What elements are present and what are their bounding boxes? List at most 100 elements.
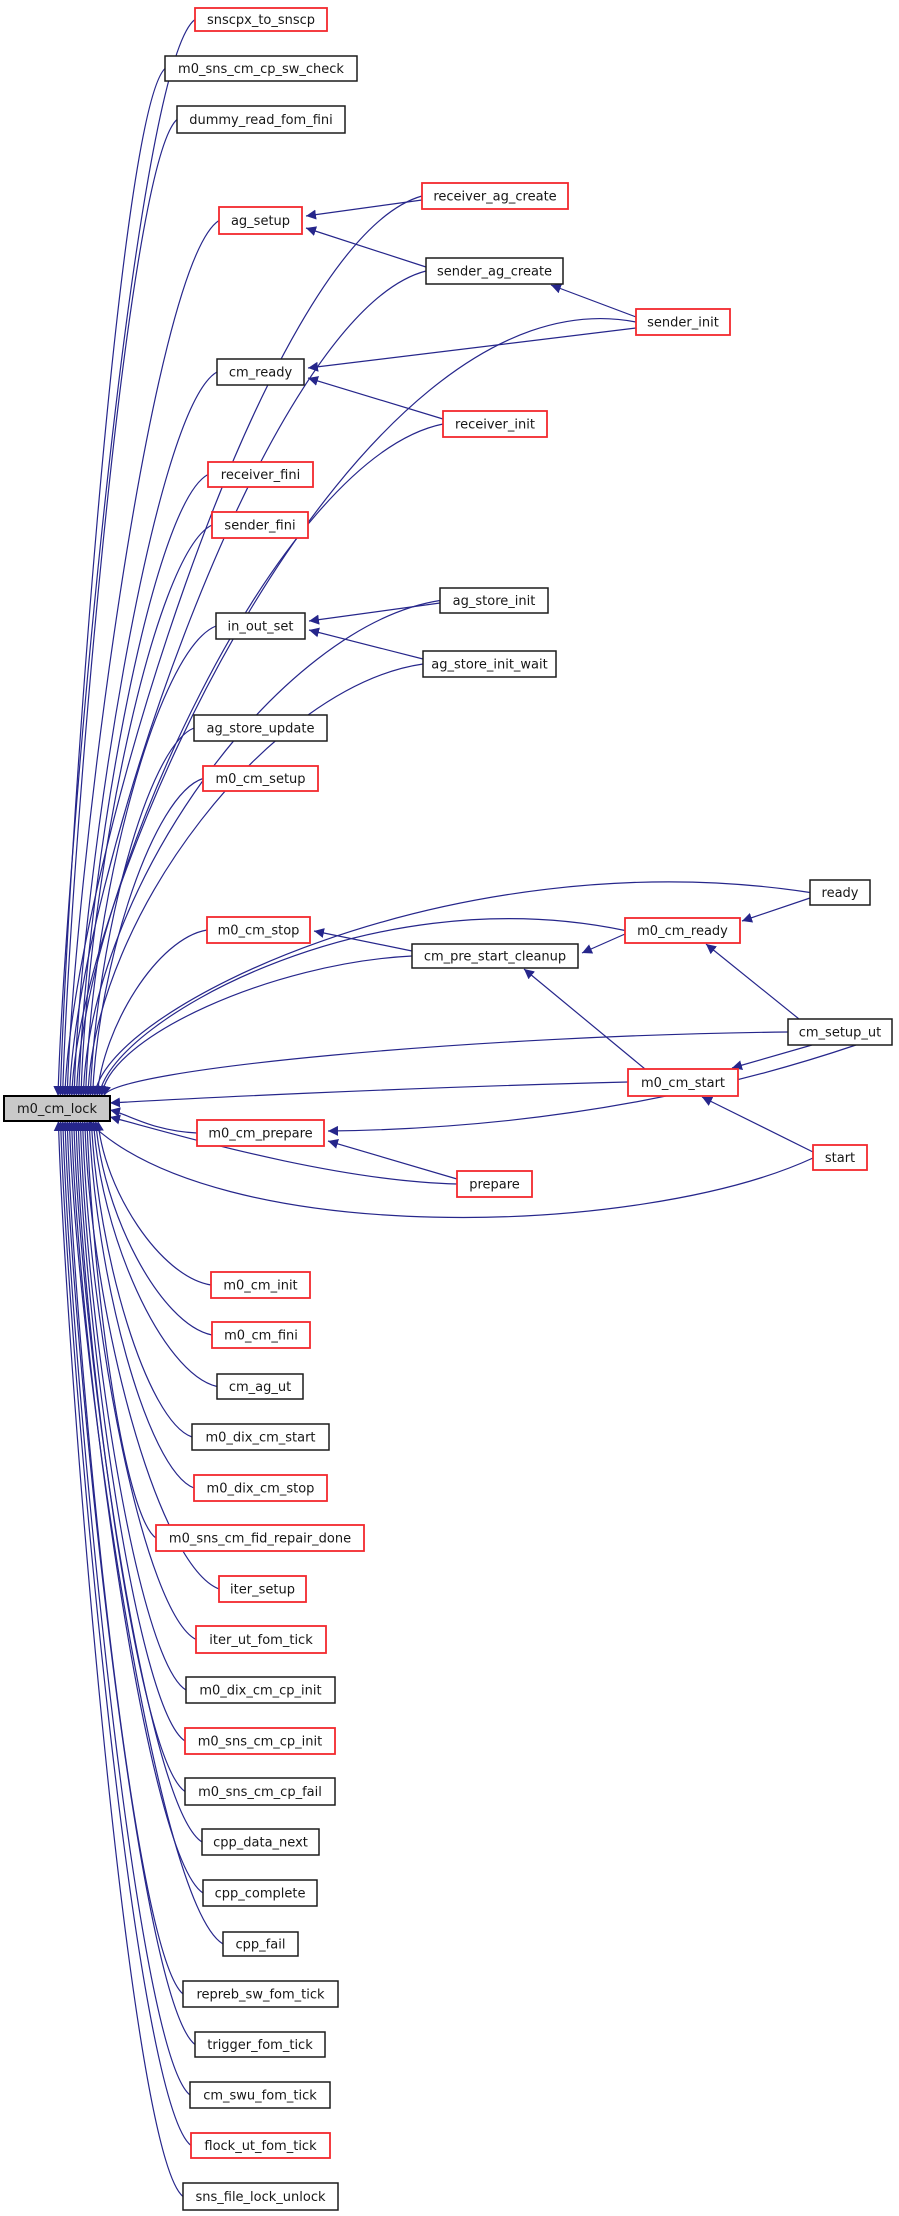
edge-m0_dix_cm_cp_init-to-m0_cm_lock [75,1120,187,1691]
node-m0_dix_cm_cp_init[interactable]: m0_dix_cm_cp_init [185,1676,336,1704]
node-box-prepare [456,1170,533,1198]
node-label-receiver_init: receiver_init [455,418,535,433]
node-ag_setup[interactable]: ag_setup [218,206,303,235]
node-cpp_data_next[interactable]: cpp_data_next [201,1828,320,1856]
edge-ready-to-m0_cm_ready [741,897,811,923]
node-box-sns_file_lock_unlock [182,2182,339,2211]
edge-cm_setup_ut-to-m0_cm_lock [101,1031,789,1097]
node-iter_ut_fom_tick[interactable]: iter_ut_fom_tick [195,1625,327,1654]
node-cm_ready[interactable]: cm_ready [216,358,305,386]
node-sender_ag_create[interactable]: sender_ag_create [425,257,564,285]
node-box-m0_sns_cm_fid_repair_done [155,1524,365,1552]
node-box-m0_sns_cm_cp_fail [184,1777,336,1806]
edge-ag_store_init_wait-to-in_out_set [308,627,424,660]
node-box-m0_cm_lock [3,1095,111,1122]
node-sender_fini[interactable]: sender_fini [211,511,309,539]
node-snscpx_to_snscp[interactable]: snscpx_to_snscp [194,7,328,32]
node-sns_file_lock_unlock[interactable]: sns_file_lock_unlock [182,2182,339,2211]
node-label-ag_store_init_wait: ag_store_init_wait [431,658,547,673]
node-prepare[interactable]: prepare [456,1170,533,1198]
node-m0_dix_cm_start[interactable]: m0_dix_cm_start [191,1423,330,1451]
node-receiver_init[interactable]: receiver_init [442,410,548,438]
edge-cm_swu_fom_tick-to-m0_cm_lock [58,1120,191,2096]
node-label-m0_cm_stop: m0_cm_stop [218,924,300,939]
edge-iter_setup-to-m0_cm_lock [80,1120,220,1590]
node-label-m0_sns_cm_fid_repair_done: m0_sns_cm_fid_repair_done [169,1532,351,1547]
node-ag_store_init_wait[interactable]: ag_store_init_wait [422,650,557,678]
node-label-m0_cm_setup: m0_cm_setup [215,772,305,787]
node-box-m0_cm_fini [211,1321,311,1349]
edge-sender_ag_create-to-m0_cm_lock [64,270,427,1097]
node-cm_swu_fom_tick[interactable]: cm_swu_fom_tick [189,2081,331,2109]
node-box-in_out_set [215,612,306,640]
node-label-m0_dix_cm_start: m0_dix_cm_start [205,1431,315,1446]
node-m0_cm_start[interactable]: m0_cm_start [627,1068,739,1097]
node-label-start: start [825,1151,855,1166]
node-label-repreb_sw_fom_tick: repreb_sw_fom_tick [196,1988,325,2003]
node-m0_cm_setup[interactable]: m0_cm_setup [202,765,319,792]
node-label-cpp_data_next: cpp_data_next [213,1836,308,1851]
edge-start-to-m0_cm_lock [87,1120,814,1218]
node-start[interactable]: start [812,1144,868,1171]
node-m0_cm_ready[interactable]: m0_cm_ready [624,917,741,944]
node-ag_store_update[interactable]: ag_store_update [193,714,328,742]
node-m0_cm_stop[interactable]: m0_cm_stop [206,916,311,944]
node-box-cpp_data_next [201,1828,320,1856]
edge-flock_ut_fom_tick-to-m0_cm_lock [55,1120,192,2146]
node-in_out_set[interactable]: in_out_set [215,612,306,640]
node-label-m0_cm_init: m0_cm_init [223,1279,297,1294]
node-m0_dix_cm_stop[interactable]: m0_dix_cm_stop [193,1474,328,1502]
node-box-repreb_sw_fom_tick [182,1980,339,2008]
node-repreb_sw_fom_tick[interactable]: repreb_sw_fom_tick [182,1980,339,2008]
node-label-in_out_set: in_out_set [227,620,293,635]
edge-receiver_init-to-cm_ready [307,376,444,420]
node-cpp_complete[interactable]: cpp_complete [202,1879,318,1907]
node-box-cm_ag_ut [216,1373,304,1400]
edge-cpp_complete-to-m0_cm_lock [66,1120,204,1894]
node-m0_sns_cm_fid_repair_done[interactable]: m0_sns_cm_fid_repair_done [155,1524,365,1552]
edge-receiver_ag_create-to-m0_cm_lock [60,195,423,1097]
node-label-m0_dix_cm_stop: m0_dix_cm_stop [207,1482,315,1497]
node-cm_pre_start_cleanup[interactable]: cm_pre_start_cleanup [411,943,579,969]
node-receiver_ag_create[interactable]: receiver_ag_create [421,182,569,210]
node-box-iter_setup [218,1575,307,1603]
node-label-m0_sns_cm_cp_fail: m0_sns_cm_cp_fail [198,1785,322,1800]
node-trigger_fom_tick[interactable]: trigger_fom_tick [194,2031,326,2058]
node-box-snscpx_to_snscp [194,7,328,32]
node-box-m0_cm_init [210,1271,311,1299]
edge-sender_init-to-sender_ag_create [550,283,637,318]
node-box-sender_ag_create [425,257,564,285]
node-m0_cm_prepare[interactable]: m0_cm_prepare [196,1119,325,1147]
edge-m0_cm_ready-to-m0_cm_lock [95,918,626,1097]
node-box-iter_ut_fom_tick [195,1625,327,1654]
node-m0_sns_cm_cp_sw_check[interactable]: m0_sns_cm_cp_sw_check [164,55,358,82]
node-label-receiver_ag_create: receiver_ag_create [433,190,556,205]
edge-receiver_init-to-m0_cm_lock [71,423,444,1097]
node-label-m0_cm_start: m0_cm_start [641,1076,725,1091]
edge-sender_init-to-cm_ready [307,327,637,372]
node-ag_store_init[interactable]: ag_store_init [439,587,549,614]
node-label-m0_sns_cm_cp_sw_check: m0_sns_cm_cp_sw_check [178,62,344,77]
node-m0_cm_init[interactable]: m0_cm_init [210,1271,311,1299]
node-cm_setup_ut[interactable]: cm_setup_ut [787,1018,893,1046]
node-iter_setup[interactable]: iter_setup [218,1575,307,1603]
node-m0_cm_lock[interactable]: m0_cm_lock [3,1095,111,1122]
node-cm_ag_ut[interactable]: cm_ag_ut [216,1373,304,1400]
node-sender_init[interactable]: sender_init [635,308,731,336]
node-receiver_fini[interactable]: receiver_fini [207,461,314,488]
node-cpp_fail[interactable]: cpp_fail [222,1931,299,1957]
node-ready[interactable]: ready [809,879,871,906]
edge-m0_cm_prepare-to-m0_cm_lock [109,1107,198,1134]
node-box-cm_ready [216,358,305,386]
edge-cpp_data_next-to-m0_cm_lock [69,1120,203,1843]
edge-m0_sns_cm_cp_sw_check-to-m0_cm_lock [55,68,166,1097]
node-m0_cm_fini[interactable]: m0_cm_fini [211,1321,311,1349]
node-m0_sns_cm_cp_fail[interactable]: m0_sns_cm_cp_fail [184,1777,336,1806]
node-label-iter_ut_fom_tick: iter_ut_fom_tick [209,1633,313,1648]
node-flock_ut_fom_tick[interactable]: flock_ut_fom_tick [190,2132,331,2159]
node-label-cm_swu_fom_tick: cm_swu_fom_tick [203,2089,317,2104]
node-box-m0_cm_stop [206,916,311,944]
edge-cm_ready-to-m0_cm_lock [69,371,218,1097]
node-dummy_read_fom_fini[interactable]: dummy_read_fom_fini [176,105,346,134]
node-m0_sns_cm_cp_init[interactable]: m0_sns_cm_cp_init [184,1727,336,1755]
